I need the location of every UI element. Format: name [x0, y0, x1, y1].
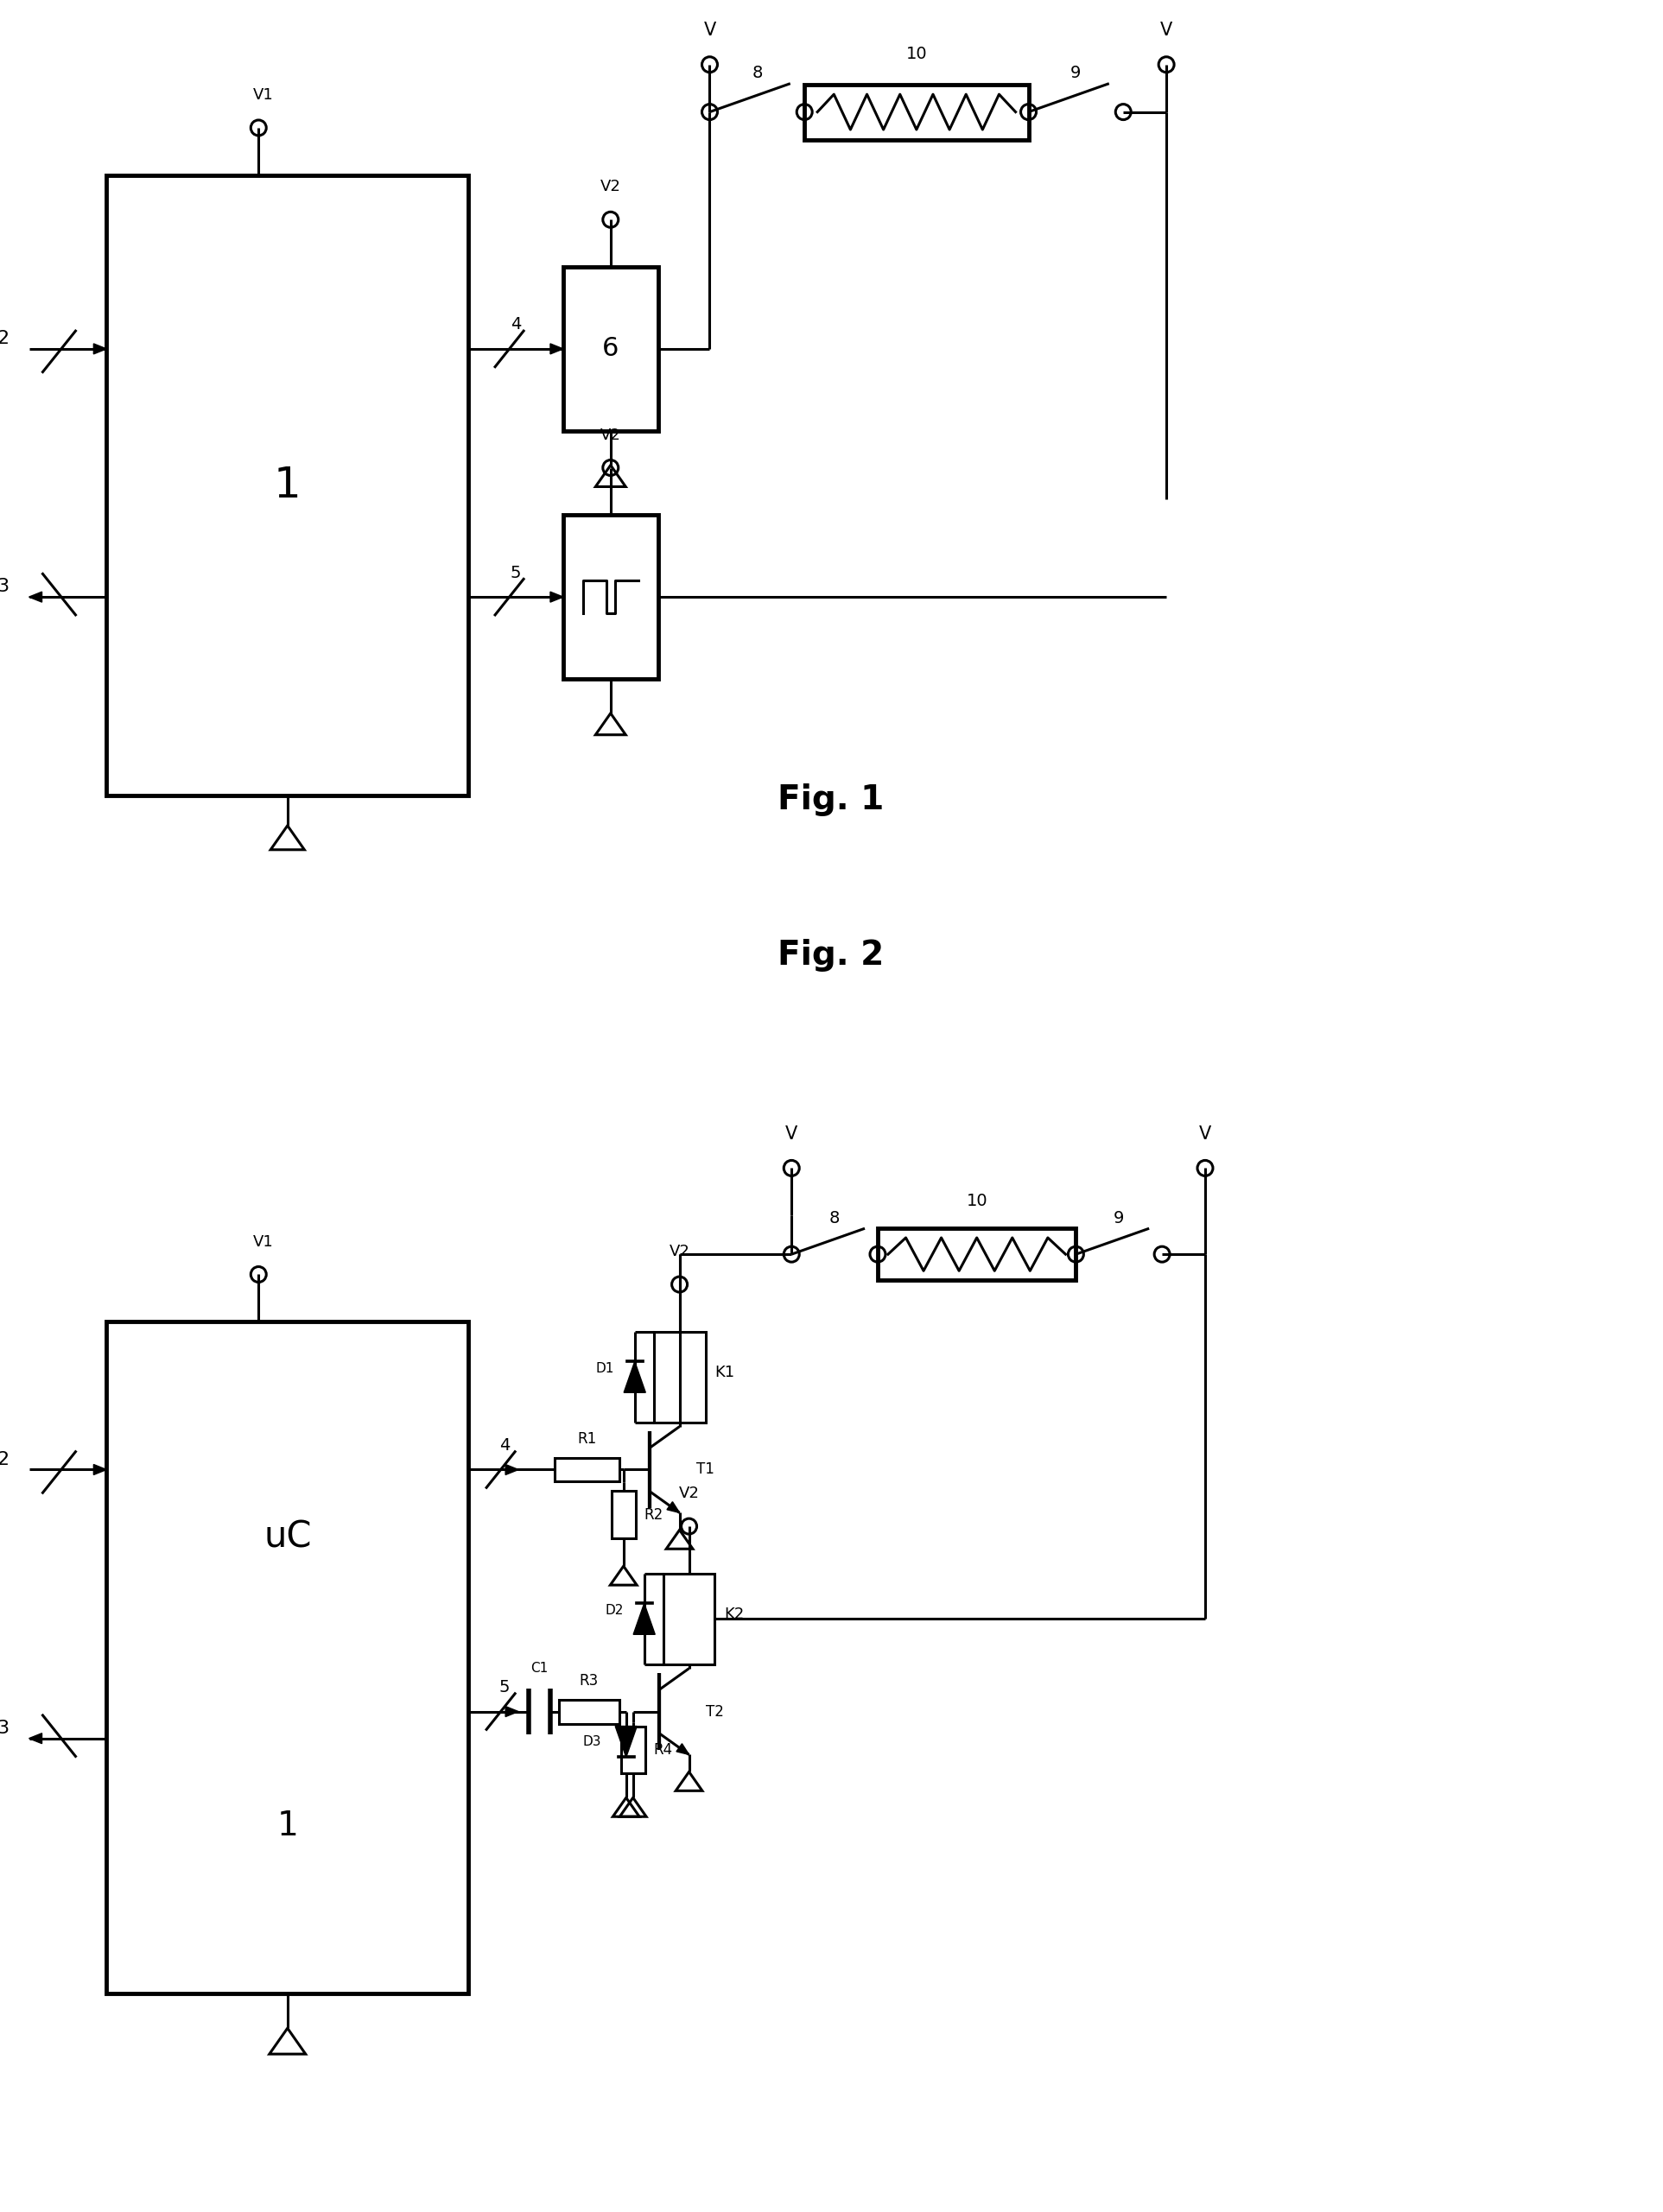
Polygon shape — [506, 1464, 519, 1475]
Text: 3: 3 — [0, 1719, 10, 1736]
Bar — [620, 1725, 645, 1774]
Polygon shape — [615, 1725, 637, 1756]
Text: V: V — [703, 22, 715, 40]
Text: 5: 5 — [511, 564, 521, 582]
Polygon shape — [93, 343, 106, 354]
Bar — [612, 1491, 635, 1540]
Text: D2: D2 — [605, 1604, 624, 1617]
Polygon shape — [624, 1363, 645, 1394]
Polygon shape — [667, 1502, 680, 1513]
Text: uC: uC — [263, 1520, 311, 1555]
Text: Fig. 1: Fig. 1 — [777, 783, 883, 816]
Text: 6: 6 — [602, 336, 619, 361]
Text: V2: V2 — [600, 427, 620, 442]
Polygon shape — [93, 1464, 106, 1475]
Text: R1: R1 — [577, 1431, 597, 1447]
Text: 9: 9 — [1071, 64, 1081, 82]
Text: 8: 8 — [830, 1210, 840, 1225]
Text: 9: 9 — [1114, 1210, 1124, 1225]
Text: 4: 4 — [511, 316, 521, 334]
Text: 10: 10 — [966, 1192, 988, 1210]
Bar — [664, 1573, 715, 1663]
Text: T2: T2 — [705, 1703, 723, 1719]
Polygon shape — [28, 593, 42, 602]
Polygon shape — [677, 1743, 688, 1754]
Text: K1: K1 — [715, 1365, 735, 1380]
Text: 10: 10 — [906, 46, 926, 62]
Bar — [106, 175, 469, 796]
Text: 2: 2 — [0, 330, 10, 347]
Bar — [559, 1699, 619, 1723]
Bar — [805, 84, 1028, 139]
Text: R4: R4 — [654, 1743, 674, 1759]
Text: V1: V1 — [253, 1234, 273, 1250]
Text: 4: 4 — [499, 1438, 511, 1453]
Text: 1: 1 — [274, 465, 301, 507]
Text: R3: R3 — [579, 1672, 599, 1688]
Text: C1: C1 — [530, 1661, 549, 1674]
Text: V2: V2 — [600, 179, 620, 195]
Bar — [654, 1332, 705, 1422]
Text: T1: T1 — [697, 1462, 715, 1478]
Text: R2: R2 — [644, 1506, 664, 1522]
Polygon shape — [634, 1604, 655, 1635]
Polygon shape — [550, 593, 564, 602]
Polygon shape — [28, 1734, 42, 1743]
Text: K2: K2 — [723, 1606, 743, 1621]
Bar — [106, 1323, 469, 1993]
Text: Fig. 2: Fig. 2 — [777, 940, 883, 971]
Bar — [564, 515, 659, 679]
Text: V1: V1 — [253, 86, 273, 102]
Text: V: V — [1161, 22, 1172, 40]
Text: V: V — [785, 1126, 798, 1141]
Text: D1: D1 — [595, 1363, 614, 1376]
Text: 1: 1 — [276, 1809, 298, 1843]
Text: 5: 5 — [499, 1679, 511, 1697]
Bar — [554, 1458, 619, 1482]
Bar — [564, 268, 659, 431]
Text: 8: 8 — [752, 64, 762, 82]
Polygon shape — [550, 343, 564, 354]
Text: 2: 2 — [0, 1451, 10, 1469]
Polygon shape — [506, 1705, 519, 1717]
Text: V2: V2 — [679, 1486, 700, 1502]
Text: D3: D3 — [582, 1734, 600, 1747]
Text: V: V — [1199, 1126, 1211, 1141]
Text: 3: 3 — [0, 577, 10, 595]
Text: V2: V2 — [669, 1243, 690, 1259]
Bar — [878, 1228, 1076, 1281]
